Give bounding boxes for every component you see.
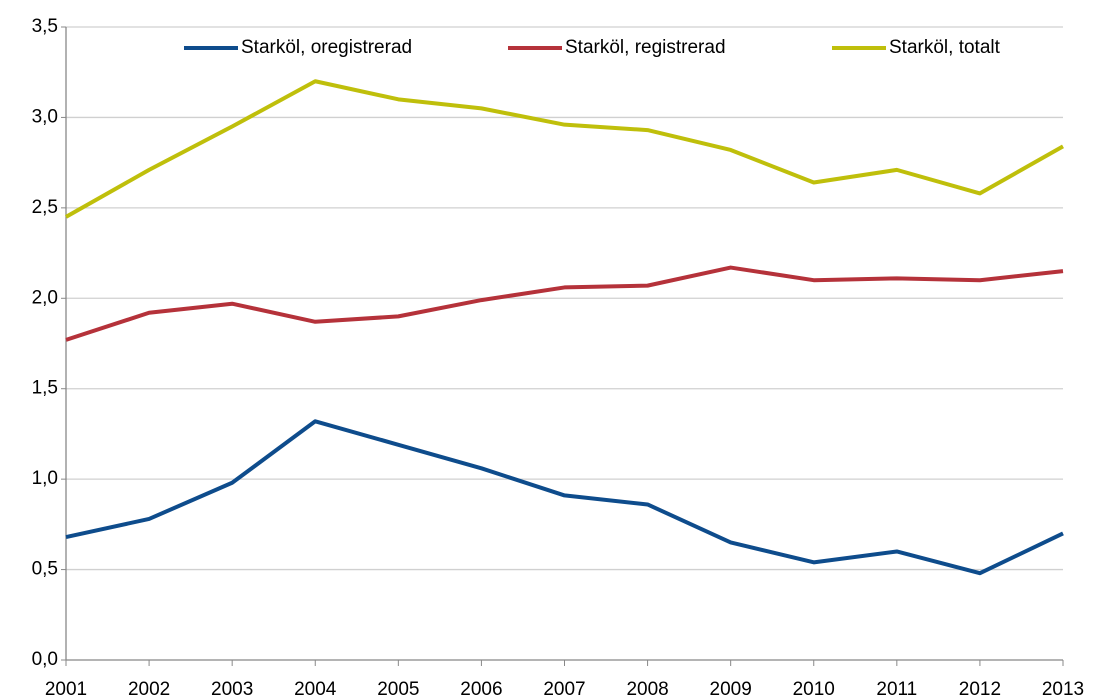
x-tick-label: 2003 <box>211 679 253 700</box>
series-line <box>65 79 1064 219</box>
x-tick-label: 2012 <box>959 679 1001 700</box>
legend-label: Starköl, totalt <box>889 37 1001 58</box>
x-tick-label: 2010 <box>793 679 835 700</box>
y-tick-label: 1,5 <box>32 378 58 399</box>
y-tick-label: 1,0 <box>32 468 58 489</box>
legend-label: Starköl, registrerad <box>565 37 726 58</box>
x-tick-label: 2004 <box>294 679 337 700</box>
y-tick-label: 0,5 <box>32 559 58 580</box>
x-tick-label: 2005 <box>377 679 419 700</box>
x-tick-label: 2008 <box>626 679 668 700</box>
y-tick-label: 2,5 <box>32 197 58 218</box>
x-tick-label: 2013 <box>1042 679 1084 700</box>
y-tick-label: 0,0 <box>32 649 58 670</box>
y-tick-label: 3,5 <box>32 16 58 37</box>
x-tick-label: 2007 <box>543 679 585 700</box>
series-line <box>65 265 1064 342</box>
x-tick-label: 2011 <box>876 679 917 700</box>
y-tick-label: 3,0 <box>32 106 58 127</box>
x-tick-label: 2001 <box>45 679 87 700</box>
legend-label: Starköl, oregistrerad <box>241 37 412 58</box>
series-line <box>65 419 1064 576</box>
x-tick-label: 2009 <box>710 679 752 700</box>
y-tick-label: 2,0 <box>32 287 58 308</box>
x-tick-label: 2006 <box>460 679 502 700</box>
x-tick-label: 2002 <box>128 679 170 700</box>
